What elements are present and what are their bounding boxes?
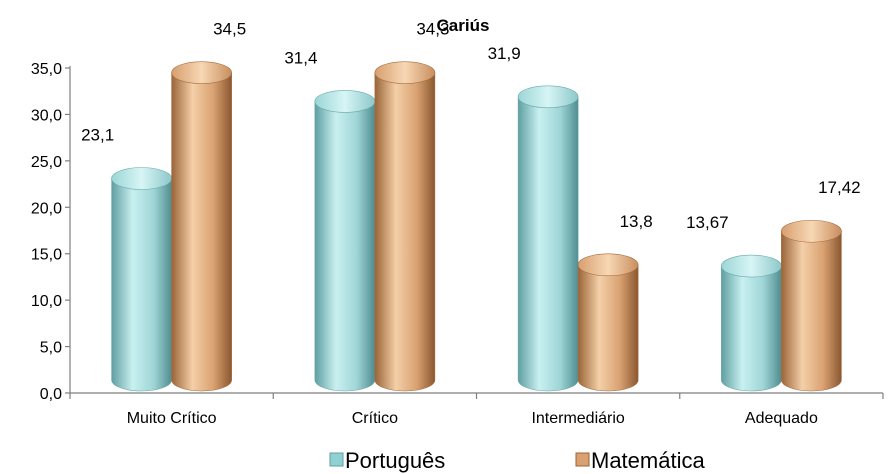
bar-body	[171, 72, 232, 392]
bar-body	[314, 101, 376, 392]
bar-top	[111, 167, 172, 190]
bar-series	[111, 61, 842, 392]
data-label: 17,42	[818, 178, 861, 197]
data-label: 13,8	[620, 212, 653, 231]
x-tick-label: Intermediário	[531, 410, 624, 427]
legend-item-matematica: Matemática	[575, 448, 705, 473]
bar	[374, 61, 436, 392]
bar-body	[577, 264, 639, 392]
data-label: 34,3	[416, 20, 449, 39]
bar	[577, 253, 639, 392]
x-tick-label: Crítico	[352, 410, 398, 427]
bar-body	[781, 230, 842, 392]
bar-top	[781, 219, 842, 243]
bar-body	[111, 178, 172, 392]
y-axis-ticks: 0,0 5,0 10,0 15,0 20,0 25,0 30,0 35,0	[31, 61, 70, 403]
bar	[721, 254, 782, 392]
y-tick-label: 15,0	[31, 247, 62, 264]
bar	[171, 61, 232, 392]
bar-top	[577, 253, 639, 277]
legend: Português Matemática	[329, 448, 705, 473]
legend-swatch-matematica	[575, 452, 590, 467]
chart-title: Cariús	[437, 16, 490, 35]
x-tick-label: Muito Crítico	[127, 410, 217, 427]
bar-top	[374, 61, 436, 84]
y-tick-label: 20,0	[31, 200, 62, 217]
x-tick-label: Adequado	[745, 410, 818, 427]
bar-top	[517, 85, 579, 109]
data-label: 31,9	[488, 44, 521, 63]
bar	[517, 85, 579, 392]
bar	[111, 167, 172, 392]
y-tick-label: 35,0	[31, 61, 62, 78]
y-tick-label: 0,0	[40, 386, 62, 403]
data-label: 31,4	[284, 48, 317, 67]
data-labels: 23,1 34,5 31,4 34,3 31,9 13,8 13,67 17,42	[81, 20, 861, 232]
bar-body	[517, 96, 579, 392]
y-tick-label: 10,0	[31, 293, 62, 310]
y-tick-label: 30,0	[31, 107, 62, 124]
bar-top	[721, 254, 782, 278]
y-tick-label: 25,0	[31, 154, 62, 171]
legend-label-portugues: Português	[345, 448, 445, 473]
y-tick-label: 5,0	[40, 340, 62, 357]
data-label: 23,1	[81, 126, 114, 145]
bar	[781, 219, 842, 392]
x-axis-ticks: Muito Crítico Crítico Intermediário Adequad…	[69, 393, 884, 427]
bar-top	[171, 61, 232, 84]
bar-body	[374, 72, 436, 392]
bar	[314, 90, 376, 392]
bar-body	[721, 265, 782, 392]
legend-label-matematica: Matemática	[591, 448, 705, 473]
bar-top	[314, 90, 376, 113]
legend-item-portugues: Português	[329, 448, 445, 473]
legend-swatch-portugues	[329, 452, 344, 467]
data-label: 13,67	[686, 213, 729, 232]
data-label: 34,5	[213, 20, 246, 39]
